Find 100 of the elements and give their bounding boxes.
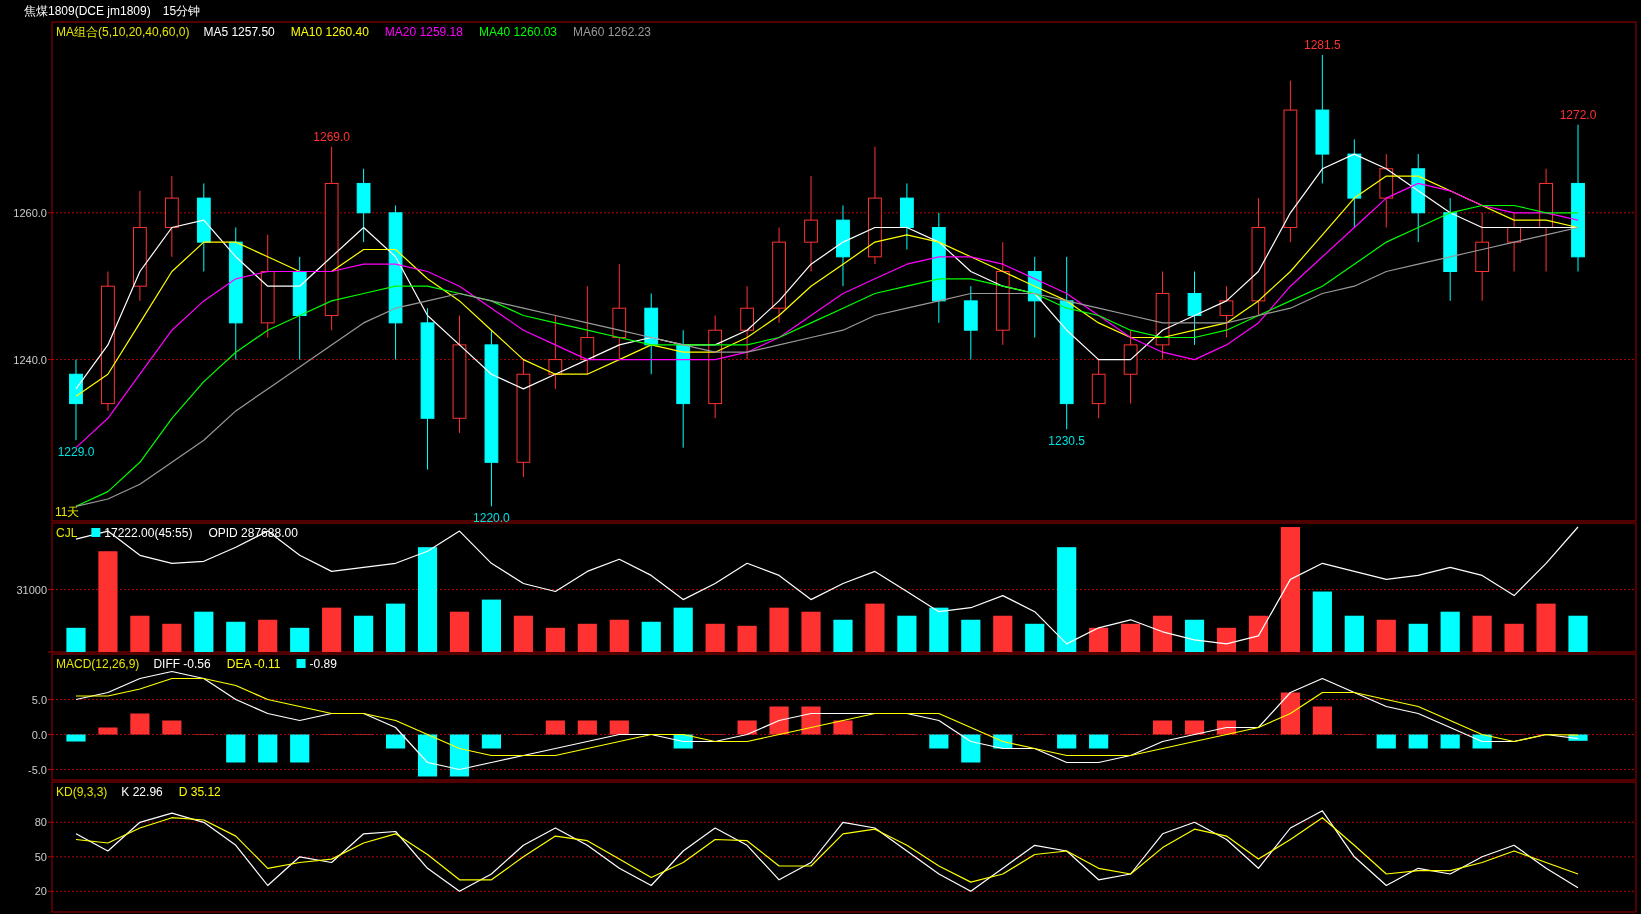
bar <box>449 611 470 652</box>
bar <box>641 621 661 652</box>
bar <box>1248 615 1269 652</box>
candlestick <box>740 285 754 361</box>
y-tick-label: 5.0 <box>31 693 47 706</box>
bar <box>66 627 86 652</box>
chart-subtitle: 15分钟 <box>162 4 201 18</box>
bar <box>130 615 150 652</box>
bar <box>1184 720 1205 735</box>
annotation: 1272.0 <box>1559 107 1597 122</box>
line-series <box>75 817 1579 883</box>
annotation: 1229.0 <box>57 445 95 460</box>
candlestick <box>548 315 563 390</box>
candlestick <box>804 175 818 272</box>
y-tick-label: 20 <box>34 885 47 898</box>
bar <box>929 734 949 749</box>
bar <box>162 720 182 735</box>
annotation: 1269.0 <box>313 129 351 144</box>
bar <box>801 706 821 735</box>
bar <box>833 720 853 735</box>
legend-label: 17222.00(45:55) <box>104 526 193 540</box>
bar <box>769 706 789 735</box>
candlestick <box>1219 285 1234 339</box>
text: MA20 1259.18 <box>384 25 464 39</box>
text: MA60 1262.23 <box>572 25 652 39</box>
bar <box>897 615 917 652</box>
bar <box>194 611 214 652</box>
bar <box>1152 720 1173 735</box>
legend-title: MA组合(5,10,20,40,60,0) <box>56 25 190 39</box>
legend-label: -0.89 <box>309 657 338 671</box>
candlestick <box>580 285 595 375</box>
bar <box>1089 627 1109 652</box>
bar <box>1344 615 1364 652</box>
bar <box>98 551 118 652</box>
bar <box>417 547 438 652</box>
line-series <box>75 810 1579 892</box>
bar <box>929 607 949 652</box>
legend-title: MACD(12,26,9) <box>56 657 140 671</box>
bar <box>1568 615 1588 652</box>
bar <box>577 720 597 735</box>
bar <box>1152 615 1173 652</box>
annotation: 1230.5 <box>1048 434 1086 449</box>
y-tick-label: -5.0 <box>28 763 47 776</box>
text: MA5 1257.50 <box>203 25 276 39</box>
text: MA10 1260.40 <box>290 25 370 39</box>
bar <box>609 720 629 735</box>
bar <box>737 625 757 652</box>
bar <box>769 607 789 652</box>
bar <box>1376 619 1396 652</box>
bar <box>1312 591 1332 652</box>
bar <box>162 623 182 652</box>
text: MA40 1260.03 <box>478 25 558 39</box>
bar <box>1312 706 1332 735</box>
bar <box>226 621 246 652</box>
y-tick-label: 1260.0 <box>13 206 47 219</box>
annotation: 1220.0 <box>473 511 511 526</box>
bar <box>258 734 278 763</box>
bar <box>1408 734 1428 749</box>
bar <box>1536 603 1556 652</box>
bar <box>481 734 502 749</box>
y-tick-label: 1240.0 <box>13 353 47 366</box>
annotation: 1281.5 <box>1304 38 1342 53</box>
bar <box>258 619 278 652</box>
bar <box>66 734 86 742</box>
bar <box>1408 623 1428 652</box>
bar <box>1216 627 1237 652</box>
line-series <box>75 677 1579 757</box>
bar <box>1440 611 1460 652</box>
bar <box>1376 734 1396 749</box>
bar <box>130 713 150 735</box>
bar <box>833 619 853 652</box>
series-label: D 35.12 <box>178 785 222 799</box>
line-series <box>75 182 1579 449</box>
bar <box>1184 619 1205 652</box>
bar <box>98 727 118 735</box>
bar <box>609 619 629 652</box>
bar <box>705 623 725 652</box>
chart-title: 焦煤1809(DCE jm1809) <box>24 4 151 18</box>
bar <box>290 627 310 652</box>
bar <box>545 627 565 652</box>
series-label: DEA -0.11 <box>226 657 281 671</box>
series-label: DIFF -0.56 <box>153 657 212 671</box>
candlestick <box>1187 271 1202 346</box>
bar <box>385 734 406 749</box>
bar <box>737 720 757 735</box>
bar <box>961 734 981 763</box>
bar <box>354 615 374 652</box>
line-series <box>75 670 1579 771</box>
bar <box>801 611 821 652</box>
series-label: K 22.96 <box>121 785 164 799</box>
bar <box>673 607 693 652</box>
bar <box>1280 527 1300 652</box>
bar <box>577 623 597 652</box>
series-label: OPID 287688.00 <box>208 526 299 540</box>
bar <box>385 603 406 652</box>
y-tick-label: 31000 <box>16 583 47 596</box>
y-tick-label: 0.0 <box>31 728 47 741</box>
bar <box>322 607 342 652</box>
bar <box>417 734 438 777</box>
legend-title: KD(9,3,3) <box>56 785 108 799</box>
